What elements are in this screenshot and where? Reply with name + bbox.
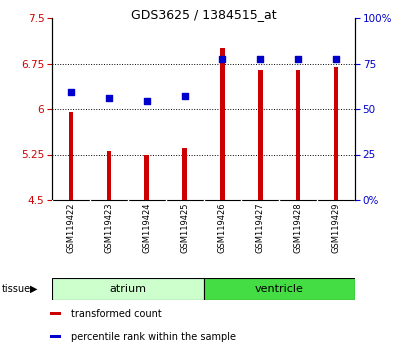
Bar [258,70,263,200]
Bar [182,148,187,200]
Bar [50,312,61,315]
Point [219,56,226,62]
Bar [334,67,339,200]
Text: percentile rank within the sample: percentile rank within the sample [71,332,235,342]
Text: GSM119425: GSM119425 [180,202,189,253]
Text: transformed count: transformed count [71,309,161,319]
Text: tissue: tissue [2,284,31,294]
Text: GSM119426: GSM119426 [218,202,227,253]
Text: GDS3625 / 1384515_at: GDS3625 / 1384515_at [131,8,276,21]
Bar [296,70,301,200]
Point [257,56,263,62]
Text: ▶: ▶ [30,284,37,294]
Point [68,89,74,95]
Point [181,93,188,98]
Bar [69,112,73,200]
Bar [203,278,355,300]
Bar [220,48,225,200]
Text: GSM119427: GSM119427 [256,202,265,253]
Bar [145,154,149,200]
Text: GSM119429: GSM119429 [331,202,340,253]
Text: GSM119423: GSM119423 [104,202,113,253]
Bar [50,335,61,338]
Text: GSM119428: GSM119428 [294,202,303,253]
Text: GSM119422: GSM119422 [66,202,75,253]
Point [295,56,301,62]
Text: GSM119424: GSM119424 [142,202,151,253]
Bar [52,278,203,300]
Text: ventricle: ventricle [255,284,304,294]
Point [143,98,150,104]
Point [105,95,112,101]
Bar [107,152,111,200]
Point [333,56,339,62]
Text: atrium: atrium [109,284,146,294]
